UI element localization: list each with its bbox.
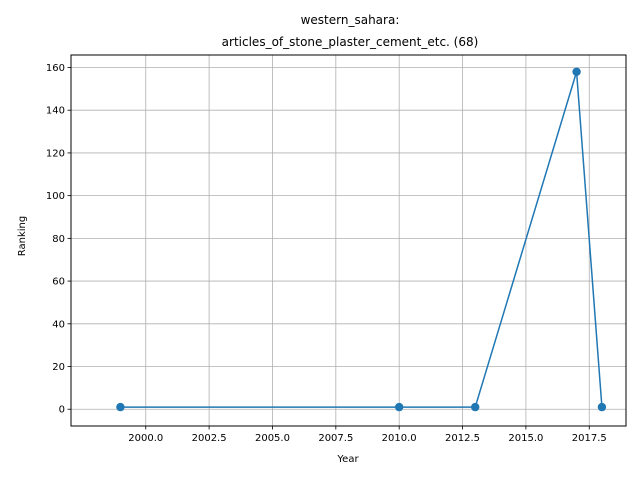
chart-title: western_sahara: articles_of_stone_plaste… [222, 13, 479, 49]
data-point [116, 402, 125, 412]
x-axis-label: Year [336, 454, 359, 465]
data-point [597, 402, 607, 412]
chart-title-line-1: western_sahara: [301, 13, 400, 27]
chart-title-line-2: articles_of_stone_plaster_cement_etc. (6… [222, 35, 479, 49]
x-tick-label: 2002.5 [192, 433, 227, 444]
x-tick-label: 2005.0 [255, 433, 290, 444]
grid-lines [71, 55, 626, 426]
y-tick-label: 60 [52, 277, 65, 288]
y-tick-label: 80 [52, 234, 65, 245]
y-axis-label: Ranking [17, 216, 28, 256]
x-tick-label: 2007.5 [318, 433, 353, 444]
y-tick-label: 40 [52, 319, 65, 330]
x-tick-label: 2000.0 [128, 433, 163, 444]
x-axis-ticks: 2000.0 2002.5 2005.0 2007.5 2010.0 2012.5 2015… [128, 426, 607, 444]
plot-area [116, 67, 607, 412]
y-axis-ticks: 0 20 40 60 80 100 120 140 160 [46, 63, 71, 416]
x-tick-label: 2017.5 [572, 433, 607, 444]
x-tick-label: 2012.5 [445, 433, 480, 444]
y-tick-label: 140 [46, 106, 65, 117]
x-tick-label: 2010.0 [382, 433, 417, 444]
x-tick-label: 2015.0 [508, 433, 543, 444]
y-tick-label: 120 [46, 148, 65, 159]
y-tick-label: 160 [46, 63, 65, 74]
data-point [572, 67, 581, 76]
axes-frame [70, 54, 627, 427]
y-tick-label: 100 [46, 191, 65, 202]
data-point [394, 402, 404, 412]
y-tick-label: 20 [52, 362, 65, 373]
y-tick-label: 0 [59, 405, 65, 416]
data-point [471, 402, 480, 412]
